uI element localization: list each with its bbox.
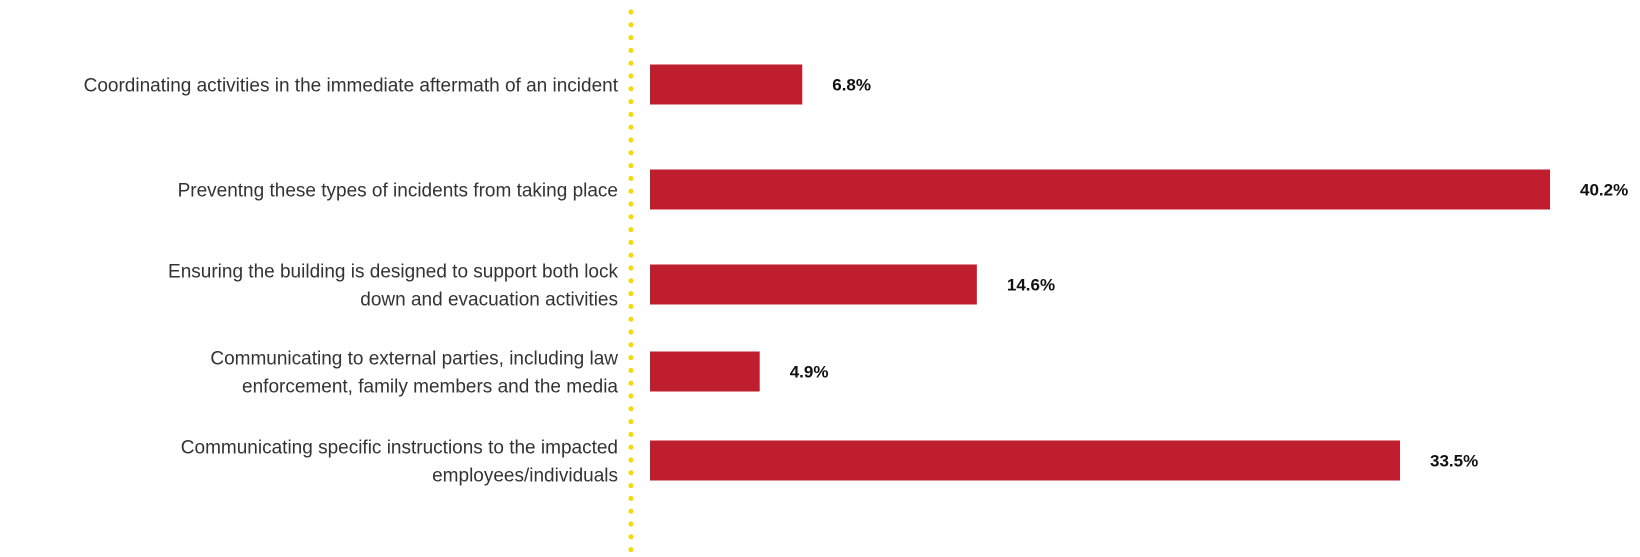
category-label-4-line-1: Communicating to external parties, inclu… [210,349,618,370]
value-labels-group: 6.8% 40.2% 14.6% 4.9% 33.5% [790,76,1629,471]
category-label-1-line-1: Coordinating activities in the immediate… [84,76,619,97]
bar-3 [650,264,977,305]
category-labels-group: Coordinating activities in the immediate… [84,76,619,487]
value-label-4: 4.9% [790,363,829,382]
bars-group [650,64,1550,481]
category-label-5-line-1: Communicating specific instructions to t… [181,438,618,459]
bar-1 [650,64,803,105]
value-label-5: 33.5% [1430,452,1478,471]
bar-4 [650,351,760,392]
value-label-3: 14.6% [1007,276,1055,295]
category-label-2-line-1: Preventng these types of incidents from … [178,181,618,202]
category-label-3-line-1: Ensuring the building is designed to sup… [168,262,618,283]
value-label-1: 6.8% [832,76,871,95]
value-label-2: 40.2% [1580,181,1628,200]
category-label-3-line-2: down and evacuation activities [360,290,618,311]
category-label-4-line-2: enforcement, family members and the medi… [242,377,618,398]
bar-2 [650,169,1550,210]
category-label-5-line-2: employees/individuals [432,466,618,487]
bar-5 [650,440,1400,481]
